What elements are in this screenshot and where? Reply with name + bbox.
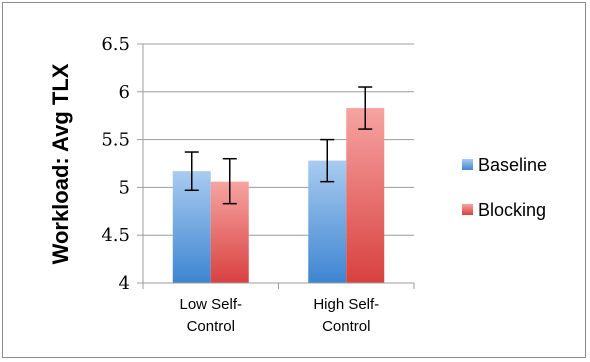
- x-category-label: High Self-: [313, 296, 379, 313]
- y-tick-label: 4.5: [101, 225, 130, 246]
- y-tick-label: 6.5: [101, 34, 130, 55]
- legend-swatch-blocking: [462, 204, 473, 215]
- bar-blocking-1: [346, 108, 385, 283]
- y-axis-title: Workload: Avg TLX: [48, 63, 73, 264]
- legend-label-baseline: Baseline: [478, 155, 547, 175]
- legend-swatch-baseline: [462, 159, 473, 170]
- x-category-label: Control: [322, 318, 370, 335]
- legend-label-blocking: Blocking: [478, 200, 546, 220]
- bars: [172, 108, 385, 283]
- y-tick-labels: 4 4.5 5 5.5 6 6.5: [101, 34, 130, 294]
- x-category-label: Control: [187, 318, 235, 335]
- legend: Baseline Blocking: [462, 155, 547, 220]
- y-tick-label: 5.5: [101, 130, 130, 151]
- x-category-label: Low Self-: [179, 296, 242, 313]
- x-category-labels: Low Self- Control High Self- Control: [179, 296, 379, 335]
- y-tick-label: 4: [119, 273, 130, 294]
- y-tick-label: 5: [119, 177, 130, 198]
- y-tick-label: 6: [119, 82, 130, 103]
- chart-frame: [2, 2, 586, 358]
- error-bars: [184, 86, 373, 205]
